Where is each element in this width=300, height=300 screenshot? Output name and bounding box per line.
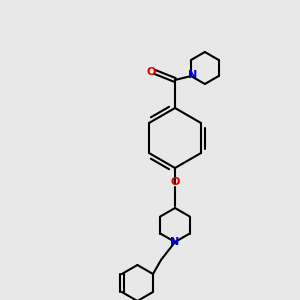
Text: O: O: [146, 67, 156, 77]
Text: N: N: [170, 237, 180, 247]
Text: N: N: [188, 70, 198, 80]
Text: O: O: [170, 177, 180, 187]
